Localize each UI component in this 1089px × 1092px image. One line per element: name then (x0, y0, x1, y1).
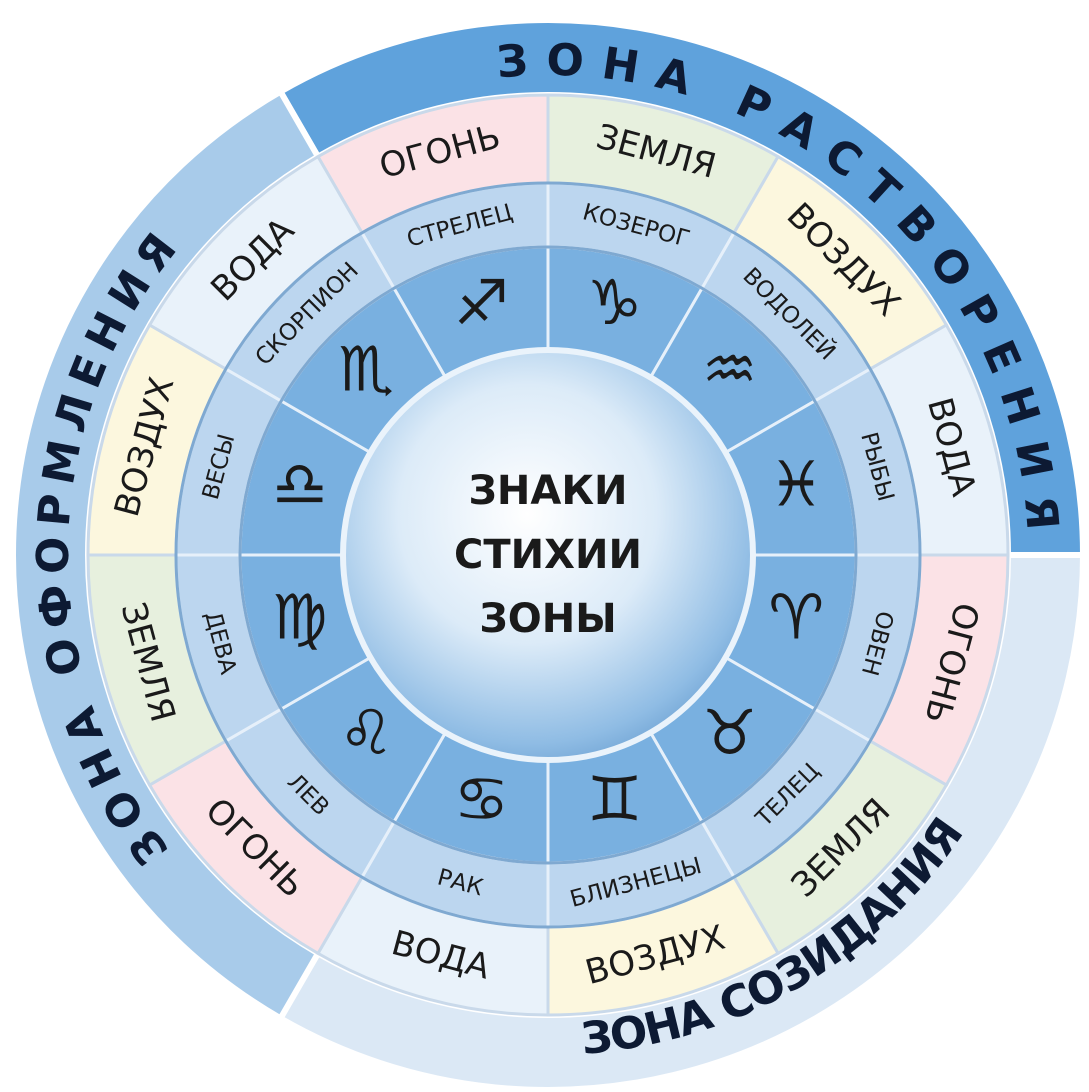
zodiac-symbol: ♐ (454, 266, 510, 339)
zodiac-symbol: ♉ (702, 696, 758, 769)
zodiac-symbol: ♓ (768, 448, 824, 521)
zodiac-symbol: ♋ (454, 762, 510, 835)
zodiac-symbol: ♏ (338, 332, 394, 405)
zodiac-symbol: ♈ (768, 581, 824, 654)
center-title: ЗОНЫ (479, 596, 616, 642)
page: ОГОНЬСТРЕЛЕЦ♐ЗЕМЛЯКОЗЕРОГ♑ВОЗДУХВОДОЛЕЙ♒… (0, 0, 1089, 1092)
zodiac-symbol: ♍ (272, 581, 328, 654)
center-title: ЗНАКИ (468, 468, 627, 514)
zodiac-symbol: ♒ (702, 332, 758, 405)
zodiac-symbol: ♌ (338, 696, 394, 769)
zodiac-symbol: ♊ (587, 762, 643, 835)
zodiac-symbol: ♎ (272, 448, 328, 521)
center-title: СТИХИИ (454, 532, 642, 578)
zodiac-symbol: ♑ (587, 266, 643, 339)
zodiac-wheel: ОГОНЬСТРЕЛЕЦ♐ЗЕМЛЯКОЗЕРОГ♑ВОЗДУХВОДОЛЕЙ♒… (0, 0, 1089, 1092)
